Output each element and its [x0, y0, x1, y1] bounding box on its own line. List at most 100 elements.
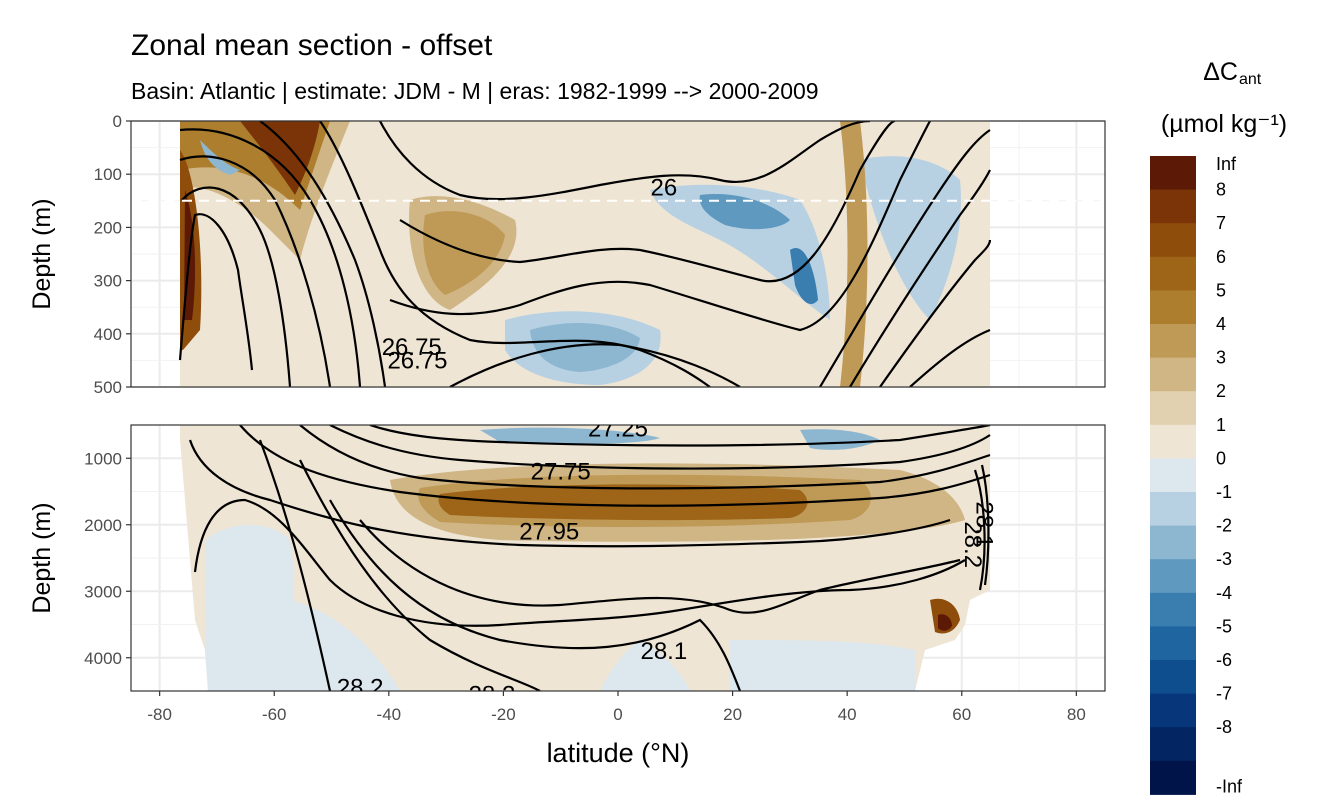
isopycnal-lower-5: [188, 439, 951, 548]
isopycnal-lower-10: [359, 519, 961, 614]
legend-label: 2: [1216, 381, 1226, 401]
field-deep-south-cool: [205, 525, 295, 691]
legend-swatch: [1150, 290, 1196, 325]
x-tick-label: 40: [838, 705, 857, 724]
field-deep-southwest-cool: [280, 600, 400, 691]
y-tick-label: 4000: [84, 649, 122, 668]
legend-swatch: [1150, 626, 1196, 661]
panel-upper: 0 100 200 300 400 500: [94, 112, 1106, 397]
chart-subtitle: Basin: Atlantic | estimate: JDM - M | er…: [131, 78, 819, 104]
y-tick-label: 300: [94, 272, 122, 291]
legend-label: 1: [1216, 415, 1226, 435]
isopycnal-upper-5: [259, 121, 387, 387]
legend-label: 5: [1216, 280, 1226, 300]
x-tick-label: -20: [491, 705, 516, 724]
isopycnal-upper-11: [819, 129, 991, 387]
legend: ΔC ant (µmol kg⁻¹) Inf 8 7 6 5 4 3 2 1 0 -1 -2 -3 -4 -…: [1150, 58, 1287, 796]
isopycnal-lower-2: [329, 425, 991, 470]
legend-swatch: [1150, 693, 1196, 728]
isopycnal-label: 28.1: [971, 501, 998, 548]
isopycnal-label: 27.25: [588, 415, 648, 442]
panel-upper-border: [130, 120, 1106, 388]
isopycnal-label: 27.95: [519, 518, 579, 545]
panel-lower: 1000 2000 3000 4000: [84, 424, 1106, 692]
isopycnal-upper-12: [849, 169, 991, 387]
x-axis-title: latitude (°N): [547, 738, 690, 768]
field-subtropical-warm-core: [423, 211, 505, 295]
field-south-cool-patch: [200, 140, 240, 175]
isopycnal-lower-8: [299, 459, 541, 691]
legend-swatch: [1150, 592, 1196, 627]
legend-label: 7: [1216, 213, 1226, 233]
legend-swatch: [1150, 391, 1196, 426]
isopycnal-upper-2: [181, 186, 292, 387]
legend-label: -5: [1216, 616, 1232, 636]
legend-unit: (µmol kg⁻¹): [1161, 110, 1287, 138]
legend-swatch: [1150, 324, 1196, 359]
field-intermediate-cool: [480, 427, 660, 445]
legend-swatch: [1150, 424, 1196, 459]
isopycnal-label: 28.1: [640, 638, 687, 665]
isopycnal-upper-7: [379, 121, 871, 201]
isopycnal-lower-1: [299, 425, 991, 490]
isopycnal-lower-12: [980, 464, 990, 586]
panel-upper-contours: [178, 121, 992, 387]
field-deep-north-cool: [730, 640, 915, 691]
legend-swatch: [1150, 559, 1196, 594]
legend-swatch: [1150, 727, 1196, 762]
y-tick-label: 200: [94, 218, 122, 237]
field-south-peak: [240, 121, 320, 195]
legend-label: 3: [1216, 348, 1226, 368]
panel-upper-field: [180, 121, 990, 387]
y-axis-title-upper: Depth (m): [28, 198, 56, 309]
field-overflow-peak: [938, 614, 952, 631]
legend-colorbar: Inf 8 7 6 5 4 3 2 1 0 -1 -2 -3 -4 -5 -6 -7 -8 -Inf: [1150, 154, 1243, 796]
y-tick-label: 0: [113, 112, 122, 131]
y-tick-label: 500: [94, 378, 122, 397]
isopycnal-lower-3: [369, 425, 991, 447]
x-tick-label: 20: [723, 705, 742, 724]
legend-title-main: ΔC: [1203, 58, 1238, 86]
y-tick-label: 2000: [84, 516, 122, 535]
legend-swatch: [1150, 156, 1196, 191]
isopycnal-upper-6: [319, 121, 711, 387]
legend-swatch: [1150, 256, 1196, 291]
isopycnal-upper-8: [399, 121, 896, 283]
legend-label: -Inf: [1216, 776, 1243, 796]
legend-label: -3: [1216, 549, 1232, 569]
field-north-cool-core: [699, 194, 790, 230]
x-tick-label: -60: [262, 705, 287, 724]
legend-swatch: [1150, 760, 1196, 795]
field-deep-central-cool: [600, 640, 690, 691]
legend-label: -4: [1216, 583, 1232, 603]
isopycnal-upper-14: [909, 328, 991, 387]
legend-label: Inf: [1216, 154, 1237, 174]
legend-label: -8: [1216, 717, 1232, 737]
field-equatorial-cool-core: [530, 323, 640, 372]
y-tick-label: 3000: [84, 582, 122, 601]
y-tick-label: 1000: [84, 449, 122, 468]
isopycnal-label: 26.75: [387, 347, 447, 374]
isopycnal-label: 28.2: [959, 521, 986, 568]
legend-swatch: [1150, 458, 1196, 493]
x-tick-label: -40: [377, 705, 402, 724]
legend-swatch: [1150, 660, 1196, 695]
panel-lower-y-axis: 1000 2000 3000 4000: [84, 449, 131, 668]
legend-label: 8: [1216, 180, 1226, 200]
panel-lower-contours: [188, 425, 991, 691]
isopycnal-upper-10: [449, 343, 741, 387]
x-tick-label: -80: [147, 705, 172, 724]
isopycnal-label: 26: [650, 175, 677, 202]
isopycnal-label: 28.2: [337, 675, 384, 702]
isopycnal-lower-9: [329, 499, 742, 691]
legend-label: -7: [1216, 684, 1232, 704]
isopycnal-lower-11: [973, 469, 986, 591]
x-tick-label: 0: [613, 705, 622, 724]
legend-swatch: [1150, 223, 1196, 258]
x-tick-label: 60: [952, 705, 971, 724]
y-tick-label: 400: [94, 325, 122, 344]
legend-swatch: [1150, 525, 1196, 560]
